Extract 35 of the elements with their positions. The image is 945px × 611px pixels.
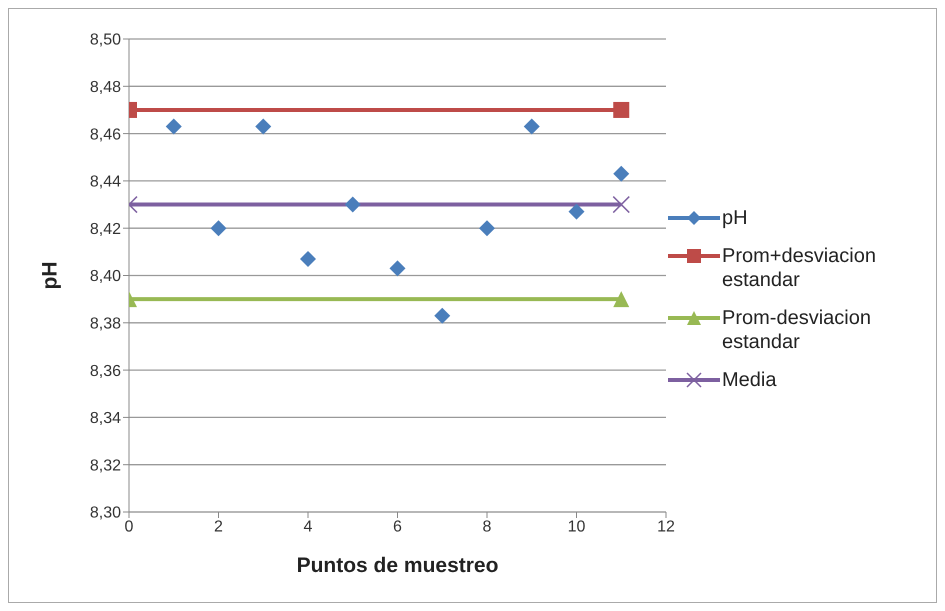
- point: [568, 204, 584, 220]
- y-tick-label: 8,38: [90, 315, 122, 332]
- x-tick-label: 12: [657, 518, 675, 536]
- y-tick-label: 8,30: [90, 504, 122, 522]
- y-tick-label: 8,32: [90, 457, 122, 474]
- x-tick-label: 10: [568, 518, 586, 536]
- point: [524, 118, 540, 135]
- point: [300, 250, 316, 267]
- x-axis-title: Puntos de muestreo: [296, 554, 498, 577]
- y-tick-label: 8,34: [90, 410, 122, 428]
- y-axis-title: pH: [38, 262, 62, 290]
- legend-label: pH: [722, 206, 748, 230]
- x-tick-label: 6: [393, 518, 402, 536]
- point: [210, 220, 226, 236]
- y-tick-label: 8,46: [90, 126, 122, 144]
- legend-label: Prom+desviacion estandar: [722, 244, 877, 292]
- y-tick-label: 8,48: [90, 78, 122, 96]
- y-tick-label: 8,44: [90, 174, 122, 191]
- legend-label: Prom-desviacion estandar: [722, 306, 872, 354]
- x-tick-label: 2: [214, 518, 224, 536]
- point: [166, 118, 182, 135]
- point: [613, 166, 630, 182]
- x-tick-label: 4: [304, 518, 313, 536]
- x-tick-label: 8: [482, 518, 492, 536]
- legend-label: Media: [722, 368, 776, 392]
- y-tick-label: 8,40: [90, 268, 122, 286]
- y-tick-label: 8,50: [90, 32, 122, 49]
- y-tick-label: 8,36: [90, 362, 122, 380]
- point: [255, 118, 272, 135]
- y-tick-label: 8,42: [90, 220, 122, 238]
- x-tick-label: 0: [124, 518, 134, 536]
- point: [344, 196, 361, 213]
- point: [479, 220, 495, 236]
- point: [434, 308, 450, 324]
- point: [390, 260, 406, 276]
